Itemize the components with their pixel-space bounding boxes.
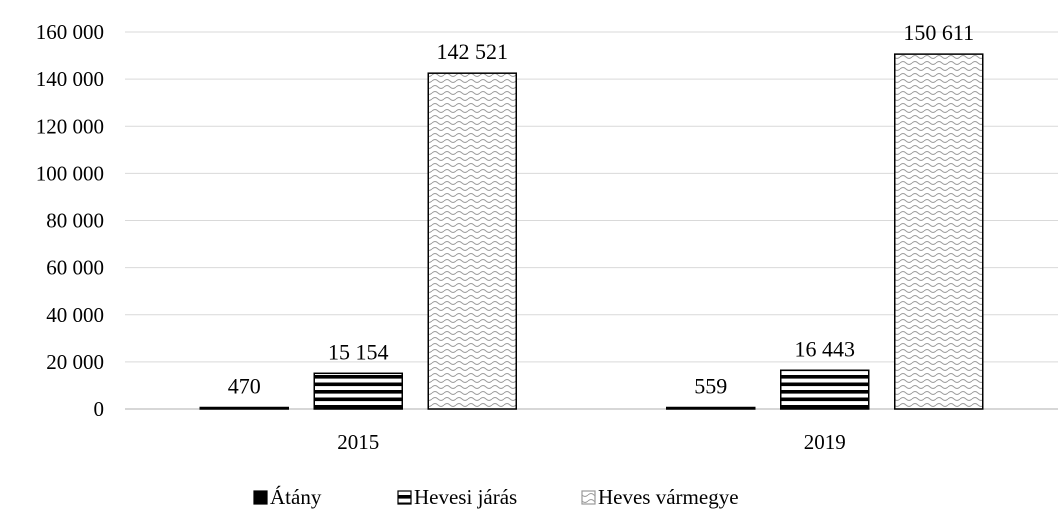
- x-tick-label: 2019: [804, 430, 846, 454]
- legend-label: Hevesi járás: [414, 485, 517, 509]
- data-label: 559: [694, 374, 727, 399]
- legend-item-solid: Átány: [253, 485, 322, 509]
- data-label: 150 611: [903, 20, 974, 45]
- gridlines: [125, 31, 1058, 363]
- bar-solid-2019: [666, 406, 756, 410]
- bar-stripes-2015: [313, 372, 403, 410]
- data-label: 142 521: [437, 39, 509, 64]
- legend-label: Heves vármegye: [598, 485, 739, 509]
- data-label: 15 154: [328, 339, 389, 364]
- x-axis: 2015 2019: [337, 430, 846, 454]
- y-tick-label: 120 000: [36, 114, 104, 138]
- legend-swatch: [581, 490, 596, 505]
- legend-item-stripes: Hevesi járás: [397, 485, 517, 509]
- x-tick-label: 2015: [337, 430, 379, 454]
- bar-waves-2015: [427, 72, 517, 410]
- legend-swatch: [253, 490, 268, 505]
- bar-solid-2015: [199, 406, 289, 410]
- y-tick-label: 80 000: [46, 209, 104, 233]
- bar-stripes-2019: [780, 369, 870, 410]
- legend-label: Átány: [270, 485, 322, 509]
- y-tick-label: 140 000: [36, 67, 104, 91]
- y-tick-label: 40 000: [46, 303, 104, 327]
- y-tick-label: 160 000: [36, 20, 104, 44]
- data-label: 16 443: [795, 336, 856, 361]
- bar-waves-2019: [894, 53, 984, 410]
- legend-swatch: [397, 490, 412, 505]
- bars: [199, 53, 984, 410]
- y-tick-label: 60 000: [46, 256, 104, 280]
- data-labels: 470 15 154 142 521 559 16 443 150 611: [228, 20, 974, 398]
- legend-item-waves: Heves vármegye: [581, 485, 739, 509]
- data-label: 470: [228, 374, 261, 399]
- y-axis: 0 20 000 40 000 60 000 80 000 100 000 120 000 1…: [36, 20, 1058, 421]
- legend: Átány Hevesi járás Heves vármegye: [253, 485, 739, 509]
- y-tick-label: 20 000: [46, 350, 104, 374]
- y-tick-label: 100 000: [36, 161, 104, 185]
- y-tick-label: 0: [94, 397, 105, 421]
